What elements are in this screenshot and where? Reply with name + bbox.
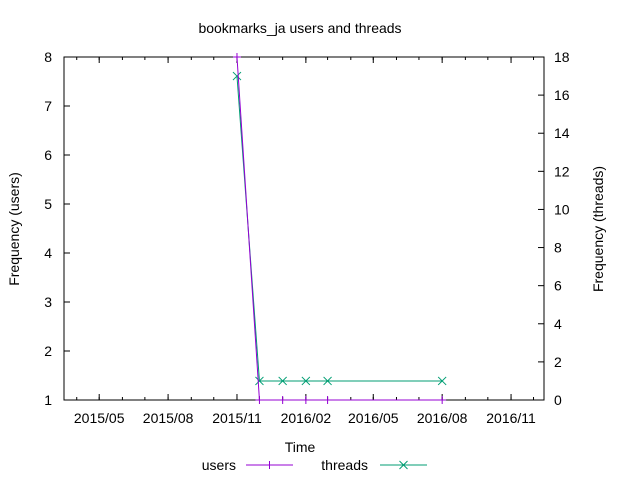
x-tick-label: 2016/02	[281, 410, 332, 426]
y-right-tick-label: 18	[554, 49, 570, 65]
series-line-threads	[236, 76, 443, 382]
data-point-threads	[255, 376, 264, 386]
data-point-threads	[301, 376, 311, 386]
y-right-tick-label: 14	[554, 125, 570, 141]
data-point-users	[301, 396, 310, 404]
y-right-tick-label: 4	[554, 316, 562, 332]
y-axis-left-title: Frequency (users)	[6, 172, 22, 286]
legend-marker-users	[265, 461, 274, 469]
x-tick-label: 2015/08	[143, 410, 194, 426]
y-axis-right-title: Frequency (threads)	[590, 166, 606, 292]
y-left-tick-label: 2	[44, 343, 52, 359]
y-right-tick-label: 0	[554, 392, 562, 408]
y-right-tick-label: 12	[554, 163, 570, 179]
y-left-tick-label: 7	[44, 98, 52, 114]
data-point-threads	[278, 376, 288, 386]
y-right-tick-label: 6	[554, 278, 562, 294]
y-left-tick-label: 4	[44, 245, 52, 261]
data-point-threads	[232, 71, 242, 81]
x-tick-label: 2015/05	[74, 410, 125, 426]
series-line-users	[236, 56, 443, 401]
x-axis-title: Time	[285, 439, 316, 455]
x-tick-label: 2016/08	[417, 410, 468, 426]
plot-frame	[63, 56, 545, 401]
y-left-tick-label: 8	[44, 49, 52, 65]
y-left-tick-label: 5	[44, 196, 52, 212]
legend-marker-threads	[399, 460, 408, 470]
legend-label-users: users	[202, 457, 236, 473]
y-right-tick-label: 2	[554, 354, 562, 370]
chart-title: bookmarks_ja users and threads	[198, 20, 401, 36]
y-right-tick-label: 16	[554, 87, 570, 103]
data-point-users	[323, 396, 332, 404]
x-tick-label: 2015/11	[212, 410, 262, 426]
y-left-tick-label: 6	[44, 147, 52, 163]
y-left-tick-label: 3	[44, 294, 52, 310]
data-point-users	[232, 53, 241, 61]
data-point-threads	[323, 376, 332, 386]
data-point-users	[255, 396, 264, 404]
y-right-tick-label: 8	[554, 240, 562, 256]
y-left-tick-label: 1	[44, 392, 52, 408]
x-tick-label: 2016/11	[486, 410, 536, 426]
data-point-users	[438, 396, 447, 404]
plot-layer: 2015/05 2015/08 2015/11 2016/02 2016/05 2016/…	[44, 49, 570, 473]
data-point-threads	[437, 376, 447, 386]
y-right-tick-label: 10	[554, 201, 570, 217]
data-point-users	[278, 396, 287, 404]
legend-label-threads: threads	[321, 457, 368, 473]
x-tick-label: 2016/05	[348, 410, 399, 426]
